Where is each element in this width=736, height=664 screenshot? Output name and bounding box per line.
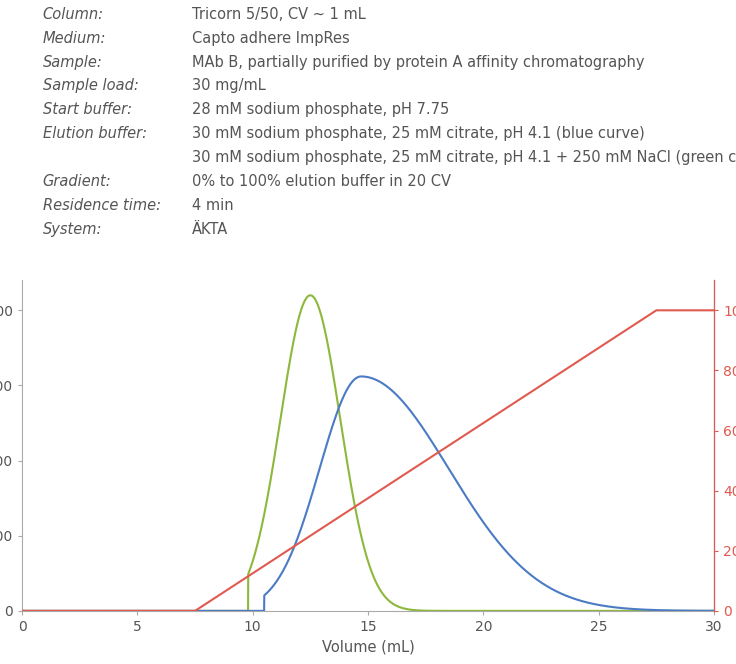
Text: 4 min: 4 min xyxy=(191,198,233,213)
Text: Sample:: Sample: xyxy=(43,54,102,70)
Text: ÄKTA: ÄKTA xyxy=(191,222,228,237)
Text: Start buffer:: Start buffer: xyxy=(43,102,132,118)
Text: Gradient:: Gradient: xyxy=(43,174,111,189)
Text: 30 mM sodium phosphate, 25 mM citrate, pH 4.1 + 250 mM NaCl (green curve): 30 mM sodium phosphate, 25 mM citrate, p… xyxy=(191,150,736,165)
Text: 28 mM sodium phosphate, pH 7.75: 28 mM sodium phosphate, pH 7.75 xyxy=(191,102,449,118)
Text: Sample load:: Sample load: xyxy=(43,78,138,94)
Text: MAb B, partially purified by protein A affinity chromatography: MAb B, partially purified by protein A a… xyxy=(191,54,644,70)
Text: 30 mM sodium phosphate, 25 mM citrate, pH 4.1 (blue curve): 30 mM sodium phosphate, 25 mM citrate, p… xyxy=(191,126,644,141)
Text: Residence time:: Residence time: xyxy=(43,198,161,213)
X-axis label: Volume (mL): Volume (mL) xyxy=(322,639,414,655)
Text: Capto adhere ImpRes: Capto adhere ImpRes xyxy=(191,31,350,46)
Text: 30 mg/mL: 30 mg/mL xyxy=(191,78,266,94)
Text: Column:: Column: xyxy=(43,7,104,22)
Text: 0% to 100% elution buffer in 20 CV: 0% to 100% elution buffer in 20 CV xyxy=(191,174,450,189)
Text: Elution buffer:: Elution buffer: xyxy=(43,126,147,141)
Text: Medium:: Medium: xyxy=(43,31,106,46)
Text: Tricorn 5/50, CV ~ 1 mL: Tricorn 5/50, CV ~ 1 mL xyxy=(191,7,365,22)
Text: System:: System: xyxy=(43,222,102,237)
